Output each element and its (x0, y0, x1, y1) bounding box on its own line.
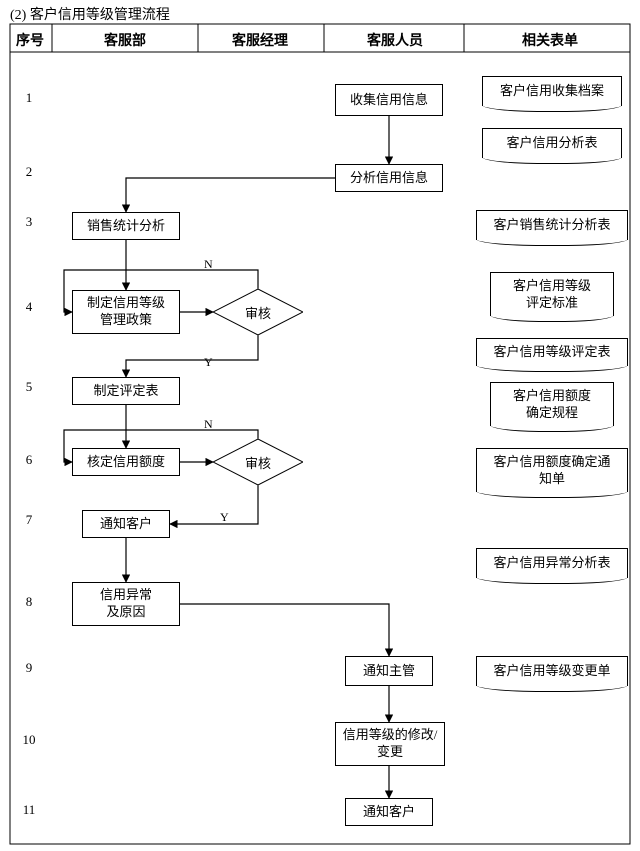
edge-label: Y (220, 510, 229, 525)
process-node: 通知主管 (345, 656, 433, 686)
flowchart-canvas: (2) 客户信用等级管理流程 序号客服部客服经理客服人员相关表单 1 2 3 4 5 6 7… (0, 0, 640, 851)
form-document-node: 客户信用分析表 (482, 128, 622, 158)
process-node: 销售统计分析 (72, 212, 180, 240)
column-header-mgr: 客服经理 (200, 30, 320, 50)
decision-label: 审核 (213, 439, 303, 485)
process-node: 分析信用信息 (335, 164, 443, 192)
form-document-node: 客户信用等级评定表 (476, 338, 628, 366)
edge-label: N (204, 417, 213, 432)
decision-label: 审核 (213, 289, 303, 335)
form-document-node: 客户销售统计分析表 (476, 210, 628, 240)
row-number: 2 (14, 164, 44, 180)
process-node: 核定信用额度 (72, 448, 180, 476)
row-number: 7 (14, 512, 44, 528)
row-number: 9 (14, 660, 44, 676)
edge-label: N (204, 257, 213, 272)
form-document-node: 客户信用额度确定规程 (490, 382, 614, 426)
column-header-dept: 客服部 (60, 30, 190, 50)
row-number: 6 (14, 452, 44, 468)
diagram-title: (2) 客户信用等级管理流程 (10, 4, 170, 24)
process-node: 信用异常及原因 (72, 582, 180, 626)
form-document-node: 客户信用异常分析表 (476, 548, 628, 578)
process-node: 通知客户 (345, 798, 433, 826)
process-node: 收集信用信息 (335, 84, 443, 116)
process-node: 信用等级的修改/变更 (335, 722, 445, 766)
column-header-staff: 客服人员 (330, 30, 460, 50)
form-document-node: 客户信用等级变更单 (476, 656, 628, 686)
form-document-node: 客户信用收集档案 (482, 76, 622, 106)
column-header-seq: 序号 (10, 30, 50, 50)
row-number: 4 (14, 299, 44, 315)
process-node: 制定信用等级管理政策 (72, 290, 180, 334)
row-number: 11 (14, 802, 44, 818)
edge-label: Y (204, 355, 213, 370)
row-number: 10 (14, 732, 44, 748)
form-document-node: 客户信用额度确定通知单 (476, 448, 628, 492)
process-node: 制定评定表 (72, 377, 180, 405)
decision-node: 审核 (213, 289, 303, 335)
column-header-forms: 相关表单 (470, 30, 630, 50)
row-number: 8 (14, 594, 44, 610)
row-number: 3 (14, 214, 44, 230)
process-node: 通知客户 (82, 510, 170, 538)
row-number: 5 (14, 379, 44, 395)
decision-node: 审核 (213, 439, 303, 485)
form-document-node: 客户信用等级评定标准 (490, 272, 614, 316)
row-number: 1 (14, 90, 44, 106)
